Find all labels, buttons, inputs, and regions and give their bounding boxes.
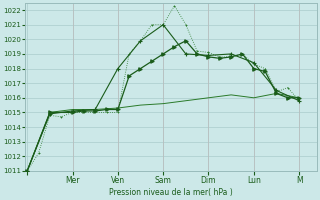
X-axis label: Pression niveau de la mer( hPa ): Pression niveau de la mer( hPa ) (109, 188, 233, 197)
